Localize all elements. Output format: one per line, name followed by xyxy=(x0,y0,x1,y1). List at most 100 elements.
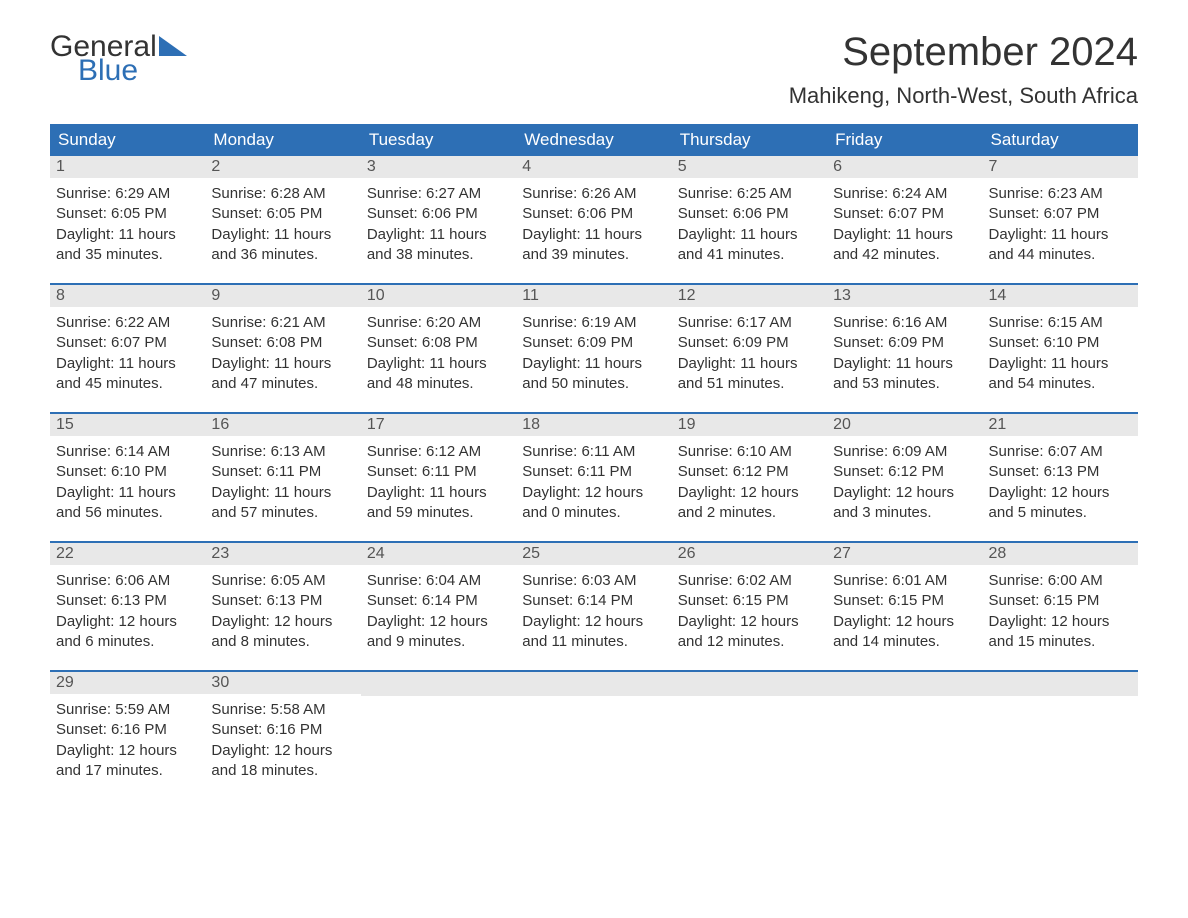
sunrise-text: Sunrise: 6:02 AM xyxy=(678,571,821,591)
day-cell: 3Sunrise: 6:27 AMSunset: 6:06 PMDaylight… xyxy=(361,156,516,271)
calendar: Sunday Monday Tuesday Wednesday Thursday… xyxy=(50,124,1138,787)
weekday-thursday: Thursday xyxy=(672,124,827,156)
day-content: Sunrise: 6:24 AMSunset: 6:07 PMDaylight:… xyxy=(827,178,982,271)
day-content: Sunrise: 6:11 AMSunset: 6:11 PMDaylight:… xyxy=(516,436,671,529)
sunrise-text: Sunrise: 6:07 AM xyxy=(989,442,1132,462)
day-content: Sunrise: 6:21 AMSunset: 6:08 PMDaylight:… xyxy=(205,307,360,400)
day-number: 7 xyxy=(983,156,1138,178)
week-row: 29Sunrise: 5:59 AMSunset: 6:16 PMDayligh… xyxy=(50,670,1138,787)
daylight-text-1: Daylight: 12 hours xyxy=(56,612,199,632)
day-number: 21 xyxy=(983,414,1138,436)
sunset-text: Sunset: 6:10 PM xyxy=(989,333,1132,353)
day-number: 9 xyxy=(205,285,360,307)
day-cell: 20Sunrise: 6:09 AMSunset: 6:12 PMDayligh… xyxy=(827,414,982,529)
day-cell: 21Sunrise: 6:07 AMSunset: 6:13 PMDayligh… xyxy=(983,414,1138,529)
daylight-text-1: Daylight: 11 hours xyxy=(211,483,354,503)
sunrise-text: Sunrise: 6:12 AM xyxy=(367,442,510,462)
day-number: 11 xyxy=(516,285,671,307)
day-cell: 9Sunrise: 6:21 AMSunset: 6:08 PMDaylight… xyxy=(205,285,360,400)
daylight-text-1: Daylight: 11 hours xyxy=(989,225,1132,245)
daylight-text-1: Daylight: 11 hours xyxy=(211,354,354,374)
daylight-text-1: Daylight: 12 hours xyxy=(367,612,510,632)
daylight-text-2: and 12 minutes. xyxy=(678,632,821,652)
day-cell: 8Sunrise: 6:22 AMSunset: 6:07 PMDaylight… xyxy=(50,285,205,400)
day-number: 22 xyxy=(50,543,205,565)
daylight-text-2: and 9 minutes. xyxy=(367,632,510,652)
sunset-text: Sunset: 6:09 PM xyxy=(678,333,821,353)
daylight-text-2: and 51 minutes. xyxy=(678,374,821,394)
day-cell: 27Sunrise: 6:01 AMSunset: 6:15 PMDayligh… xyxy=(827,543,982,658)
day-content: Sunrise: 5:58 AMSunset: 6:16 PMDaylight:… xyxy=(205,694,360,787)
daylight-text-2: and 38 minutes. xyxy=(367,245,510,265)
week-row: 15 Sunrise: 6:14 AMSunset: 6:10 PM Dayligh… xyxy=(50,412,1138,529)
sunrise-text: Sunrise: 6:09 AM xyxy=(833,442,976,462)
weekday-friday: Friday xyxy=(827,124,982,156)
day-content: Sunrise: 6:06 AMSunset: 6:13 PMDaylight:… xyxy=(50,565,205,658)
day-cell: 22Sunrise: 6:06 AMSunset: 6:13 PMDayligh… xyxy=(50,543,205,658)
daylight-text-2: and 6 minutes. xyxy=(56,632,199,652)
location: Mahikeng, North-West, South Africa xyxy=(789,83,1138,109)
day-number: 20 xyxy=(827,414,982,436)
sunrise-text: Sunrise: 6:20 AM xyxy=(367,313,510,333)
sunrise-text: Sunrise: 6:03 AM xyxy=(522,571,665,591)
day-content: Sunrise: 6:16 AMSunset: 6:09 PMDaylight:… xyxy=(827,307,982,400)
weekday-tuesday: Tuesday xyxy=(361,124,516,156)
day-number: 15 xyxy=(50,414,205,436)
daylight-text-1: Daylight: 11 hours xyxy=(522,354,665,374)
sunrise-text: Sunrise: 5:59 AM xyxy=(56,700,199,720)
daylight-text-2: and 47 minutes. xyxy=(211,374,354,394)
sunrise-text: Sunrise: 6:05 AM xyxy=(211,571,354,591)
day-content: Sunrise: 6:00 AMSunset: 6:15 PMDaylight:… xyxy=(983,565,1138,658)
sunset-text: Sunset: 6:08 PM xyxy=(367,333,510,353)
daylight-text-2: and 48 minutes. xyxy=(367,374,510,394)
sunset-text: Sunset: 6:10 PM xyxy=(56,462,199,482)
daylight-text-2: and 3 minutes. xyxy=(833,503,976,523)
daylight-text-1: Daylight: 12 hours xyxy=(522,483,665,503)
daylight-text-1: Daylight: 11 hours xyxy=(989,354,1132,374)
daylight-text-1: Daylight: 12 hours xyxy=(211,612,354,632)
day-content: Sunrise: 6:19 AMSunset: 6:09 PMDaylight:… xyxy=(516,307,671,400)
day-cell: 29Sunrise: 5:59 AMSunset: 6:16 PMDayligh… xyxy=(50,672,205,787)
daylight-text-2: and 8 minutes. xyxy=(211,632,354,652)
week-row: 8Sunrise: 6:22 AMSunset: 6:07 PMDaylight… xyxy=(50,283,1138,400)
day-number: 13 xyxy=(827,285,982,307)
day-number: 18 xyxy=(516,414,671,436)
weekday-saturday: Saturday xyxy=(983,124,1138,156)
daylight-text-2: and 56 minutes. xyxy=(56,503,199,523)
sunset-text: Sunset: 6:05 PM xyxy=(211,204,354,224)
day-cell: 12Sunrise: 6:17 AMSunset: 6:09 PMDayligh… xyxy=(672,285,827,400)
sunset-text: Sunset: 6:07 PM xyxy=(56,333,199,353)
sunset-text: Sunset: 6:13 PM xyxy=(56,591,199,611)
daylight-text-2: and 5 minutes. xyxy=(989,503,1132,523)
day-cell: 19Sunrise: 6:10 AMSunset: 6:12 PMDayligh… xyxy=(672,414,827,529)
sunrise-text: Sunrise: 6:21 AM xyxy=(211,313,354,333)
daylight-text-1: Daylight: 11 hours xyxy=(56,354,199,374)
page-header: General Blue September 2024 Mahikeng, No… xyxy=(50,30,1138,109)
sunset-text: Sunset: 6:13 PM xyxy=(989,462,1132,482)
sunrise-text: Sunrise: 6:29 AM xyxy=(56,184,199,204)
sunrise-text: Sunrise: 6:14 AM xyxy=(56,442,199,462)
daylight-text-2: and 0 minutes. xyxy=(522,503,665,523)
day-cell xyxy=(361,672,516,787)
daylight-text-1: Daylight: 12 hours xyxy=(833,612,976,632)
day-number: 24 xyxy=(361,543,516,565)
sunset-text: Sunset: 6:15 PM xyxy=(989,591,1132,611)
daylight-text-2: and 44 minutes. xyxy=(989,245,1132,265)
sunset-text: Sunset: 6:07 PM xyxy=(989,204,1132,224)
daylight-text-2: and 14 minutes. xyxy=(833,632,976,652)
title-block: September 2024 Mahikeng, North-West, Sou… xyxy=(789,30,1138,109)
day-cell xyxy=(983,672,1138,787)
day-cell: 30Sunrise: 5:58 AMSunset: 6:16 PMDayligh… xyxy=(205,672,360,787)
day-number: 3 xyxy=(361,156,516,178)
day-number: 1 xyxy=(50,156,205,178)
daylight-text-1: Daylight: 11 hours xyxy=(833,225,976,245)
sunrise-text: Sunrise: 6:01 AM xyxy=(833,571,976,591)
day-number-empty xyxy=(827,672,982,696)
daylight-text-2: and 41 minutes. xyxy=(678,245,821,265)
day-content: Sunrise: 6:09 AMSunset: 6:12 PMDaylight:… xyxy=(827,436,982,529)
day-cell: 10Sunrise: 6:20 AMSunset: 6:08 PMDayligh… xyxy=(361,285,516,400)
sunset-text: Sunset: 6:06 PM xyxy=(678,204,821,224)
sunset-text: Sunset: 6:12 PM xyxy=(833,462,976,482)
sunrise-text: Sunrise: 6:25 AM xyxy=(678,184,821,204)
day-number: 30 xyxy=(205,672,360,694)
